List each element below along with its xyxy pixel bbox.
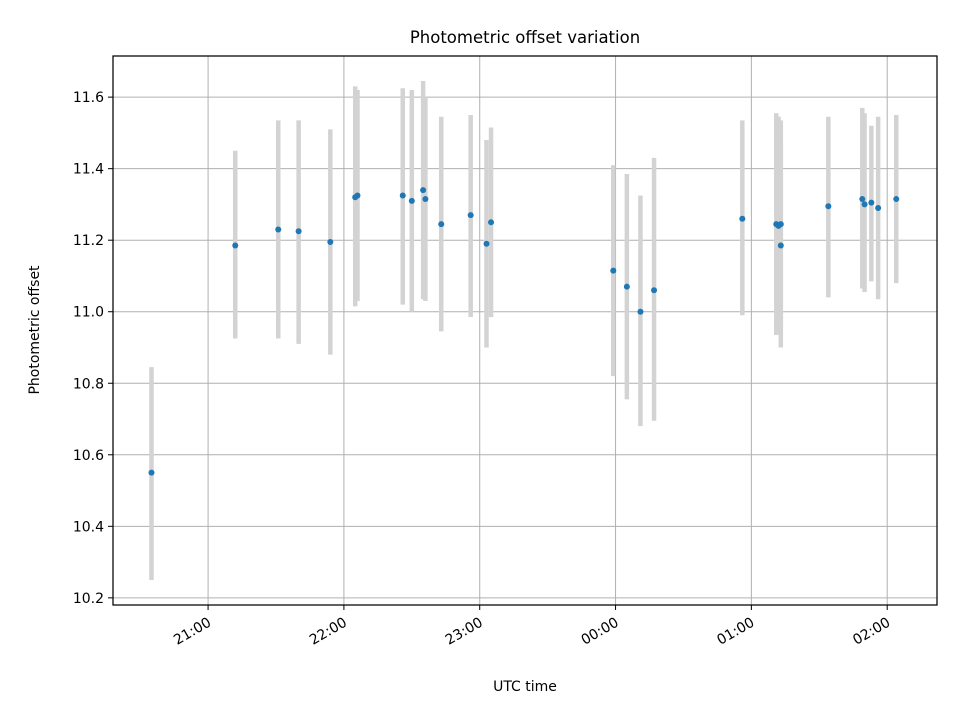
data-point: [825, 203, 832, 210]
y-tick-label: 10.2: [73, 591, 104, 607]
data-point: [610, 267, 617, 274]
data-point: [777, 221, 784, 228]
data-point: [467, 212, 474, 219]
data-point: [859, 196, 866, 203]
x-axis-label: UTC time: [493, 679, 557, 695]
data-point: [422, 196, 429, 203]
data-point: [275, 226, 282, 233]
y-tick-label: 11.4: [73, 162, 104, 178]
data-point: [148, 469, 155, 476]
data-point: [408, 197, 415, 204]
data-point: [327, 238, 334, 245]
data-point: [483, 240, 490, 247]
grid: [113, 56, 937, 605]
y-tick-label: 11.2: [73, 233, 104, 249]
data-point: [868, 199, 875, 206]
data-points: [148, 187, 900, 476]
data-point: [875, 205, 882, 212]
data-point: [637, 308, 644, 315]
y-tick-label: 11.6: [73, 90, 104, 106]
data-point: [893, 196, 900, 203]
chart-title: Photometric offset variation: [410, 28, 640, 47]
data-point: [354, 192, 361, 199]
data-point: [623, 283, 630, 290]
data-point: [777, 242, 784, 249]
data-point: [861, 201, 868, 208]
data-point: [295, 228, 302, 235]
y-tick-label: 10.4: [73, 519, 104, 535]
data-point: [232, 242, 239, 249]
y-tick-label: 10.8: [73, 376, 104, 392]
data-point: [420, 187, 427, 194]
data-point: [438, 221, 445, 228]
y-axis-ticks: 10.2 10.4 10.6 10.8 11.0 11.2 11.4 11.6: [73, 90, 113, 607]
y-tick-label: 10.6: [73, 448, 104, 464]
y-tick-label: 11.0: [73, 305, 104, 321]
data-point: [488, 219, 495, 226]
y-axis-label: Photometric offset: [27, 265, 43, 395]
data-point: [651, 287, 658, 294]
data-point: [739, 215, 746, 222]
plot-frame: [112, 55, 938, 606]
data-point: [399, 192, 406, 199]
